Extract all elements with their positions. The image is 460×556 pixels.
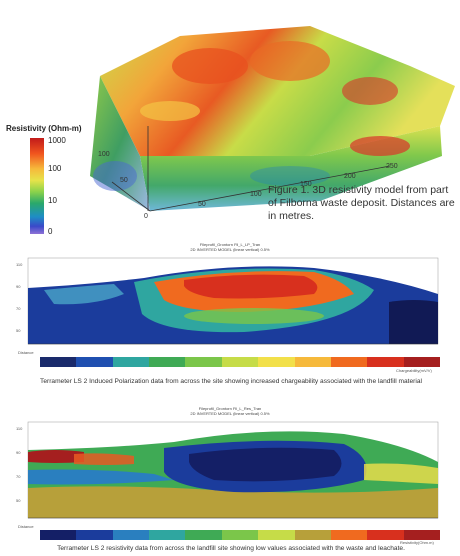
resistivity-section: 110 90 70 50 [16,421,439,519]
axis-label-y100: 100 [98,151,110,158]
legend-title: Resistivity (Ohm-m) [6,124,82,133]
axis-label-y50: 50 [120,177,128,184]
chargeability-scale [40,357,440,367]
svg-text:110: 110 [16,262,23,267]
legend-tick-100: 100 [48,164,62,173]
profile2-caption: Terrameter LS 2 resistivity data from ac… [57,545,405,552]
chargeability-section: 110 90 70 50 [16,257,439,345]
svg-text:90: 90 [16,450,21,455]
profile2-title: Fileprofil_Grontorn Fil_L_Res_Tran [198,406,262,411]
svg-text:50: 50 [16,328,21,333]
figure1-caption: Figure 1. 3D resistivity model from part… [268,184,455,222]
axis-label-x150: 150 [300,181,312,188]
svg-text:70: 70 [16,306,21,311]
axis-label-x50: 50 [198,201,206,208]
axis-label-x100: 100 [250,191,262,198]
profile1-title: Fileprofil_Grontorn Fil_L_LP_Tran [199,242,261,247]
legend-tick-10: 10 [48,196,57,205]
legend-tick-0: 0 [48,227,53,236]
profile2-subtitle: 2D INVERTED MODEL (linear vertical) 0.5% [190,411,270,416]
profile1-caption: Terrameter LS 2 Induced Polarization dat… [40,378,422,385]
axis-label-x250: 250 [386,163,398,170]
profile1-subtitle: 2D INVERTED MODEL (linear vertical) 0.5% [190,247,270,252]
axis-label-x200: 200 [344,173,356,180]
profile2-scale-label: Resistivity(Ohm.m) [400,540,434,545]
profile1-scale-label: Chargeability(mV/V) [396,368,432,373]
resistivity-scale [40,530,440,540]
legend-tick-1000: 1000 [48,136,66,145]
svg-text:90: 90 [16,284,21,289]
profile1-depth-label: Distance [18,350,34,355]
svg-text:50: 50 [16,498,21,503]
3d-resistivity-model: 100 50 0 50 100 150 200 250 [90,26,455,220]
svg-text:110: 110 [16,426,23,431]
resistivity-colorbar [30,138,44,234]
profile2-depth-label: Distance [18,524,34,529]
svg-text:70: 70 [16,474,21,479]
axis-label-x0: 0 [144,213,148,220]
